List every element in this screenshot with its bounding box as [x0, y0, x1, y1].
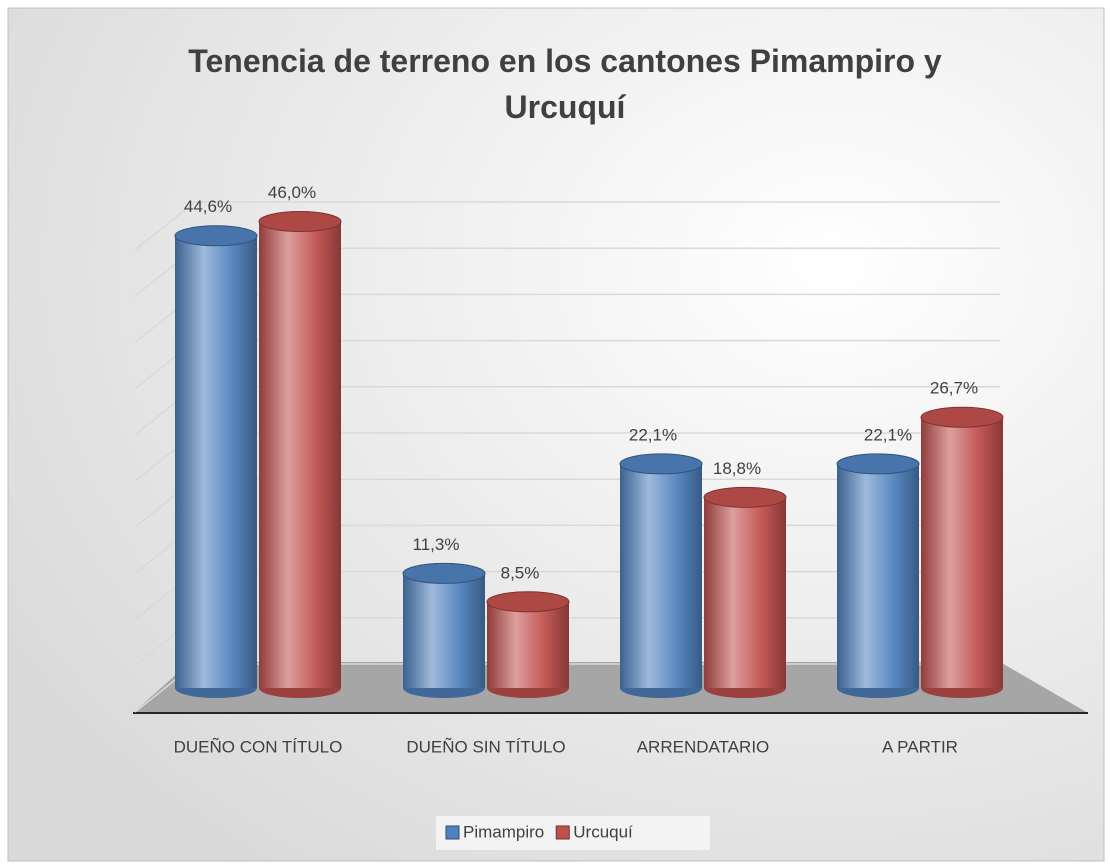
- x-tick-label: DUEÑO SIN TÍTULO: [406, 737, 565, 756]
- data-label: 46,0%: [268, 183, 316, 202]
- data-label: 11,3%: [413, 535, 460, 554]
- data-label: 26,7%: [930, 379, 978, 398]
- bar: [487, 601, 569, 688]
- legend-box: [436, 816, 710, 850]
- bar: [175, 235, 257, 689]
- cylinder-top: [402, 562, 486, 584]
- cylinder-top: [174, 225, 258, 247]
- data-label: 18,8%: [713, 459, 761, 478]
- cylinder-top: [920, 406, 1004, 428]
- data-label: 8,5%: [501, 563, 540, 582]
- chart-title: Tenencia de terreno en los cantones Pima…: [188, 43, 942, 125]
- cylinder-top: [703, 486, 787, 508]
- legend-label: Pimampiro: [463, 822, 544, 841]
- x-tick-label: ARRENDATARIO: [637, 737, 770, 756]
- cylinder-top: [619, 453, 703, 475]
- bar: [259, 221, 341, 688]
- data-label: 22,1%: [629, 425, 677, 444]
- cylinder-top: [486, 591, 570, 613]
- cylinder-top: [258, 211, 342, 233]
- data-label: 22,1%: [864, 425, 912, 444]
- grid-line: [134, 201, 1000, 251]
- bar: [704, 497, 786, 688]
- legend-swatch: [555, 825, 570, 840]
- bar: [403, 573, 485, 688]
- legend-swatch: [445, 825, 460, 840]
- data-label: 44,6%: [184, 197, 232, 216]
- cylinder-top: [836, 453, 920, 475]
- bar: [921, 417, 1003, 688]
- legend-label: Urcuquí: [573, 822, 633, 841]
- x-tick-label: A PARTIR: [882, 737, 958, 756]
- bar: [620, 463, 702, 688]
- x-tick-label: DUEÑO CON TÍTULO: [174, 737, 343, 756]
- bar: [837, 463, 919, 688]
